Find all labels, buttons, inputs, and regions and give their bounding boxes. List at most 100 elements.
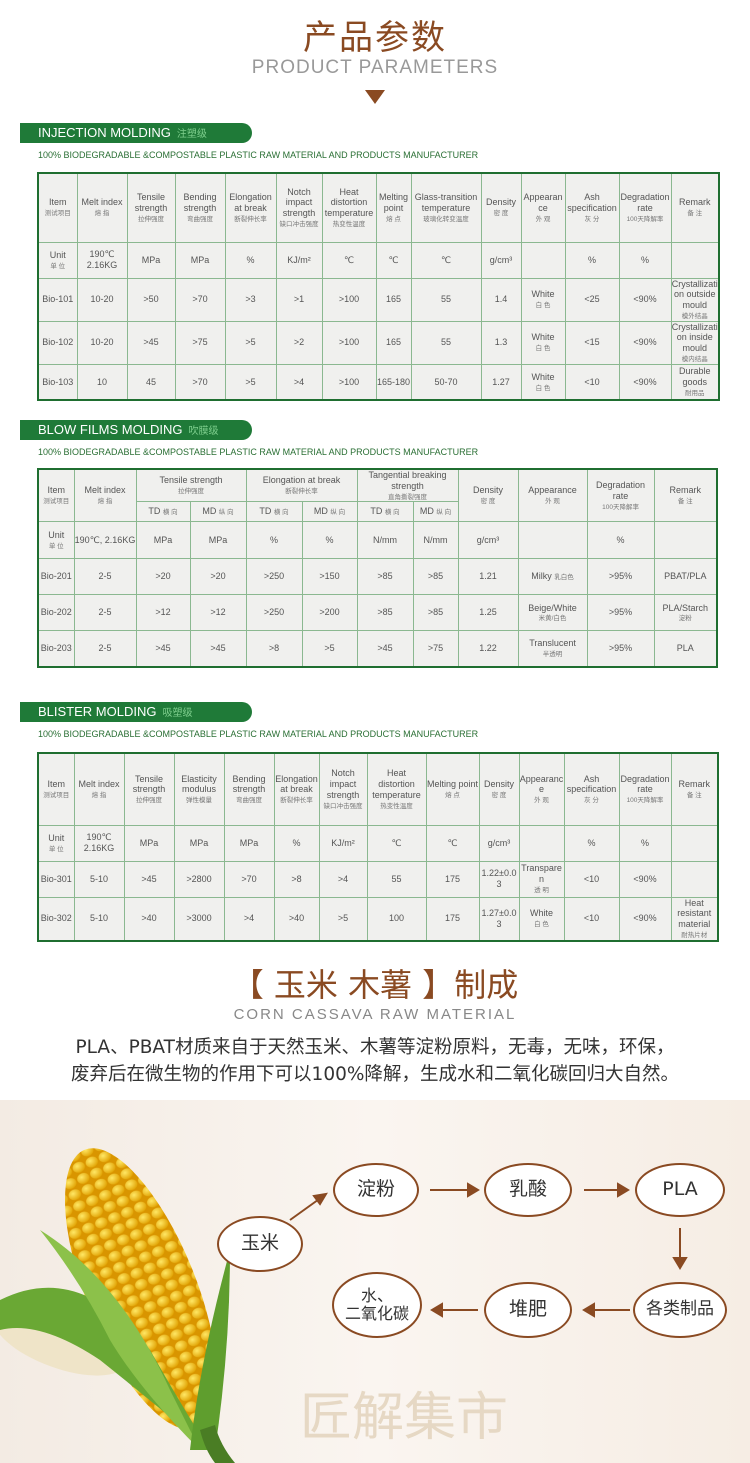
- table-row: Bio-203 2-5 >45 >45 >8 >5 >45 >75 1.22 Translucen…: [37, 630, 718, 668]
- table-cell: White 白 色: [518, 896, 565, 942]
- section-title-cn: 吹膜级: [188, 426, 219, 437]
- table-cell: >2800: [173, 860, 225, 898]
- cell-text: %: [587, 837, 596, 848]
- blister-molding-table: Item 测试项目 Melt index 熔 指 Tensile strength 拉伸强…: [37, 752, 719, 942]
- table-cell: 190℃, 2.16KG: [73, 521, 137, 560]
- column-header: Item 测试项目: [37, 468, 75, 523]
- table-cell: Bio-101: [37, 277, 78, 322]
- cell-text-cn: 拉伸强度: [138, 215, 164, 223]
- cell-text: >4: [293, 376, 305, 387]
- column-subheader: MD 纵 向: [189, 501, 247, 523]
- table-cell: Translucent 半透明: [517, 630, 588, 668]
- table-cell: 10-20: [76, 320, 128, 365]
- cell-text: White: [531, 371, 555, 382]
- cell-text: Item: [47, 485, 65, 496]
- page-title: 产品参数: [303, 18, 447, 58]
- cell-text: Appearance: [523, 192, 563, 213]
- table-cell: Unit 单 位: [37, 241, 78, 279]
- column-header: Heat distortion temperature 热变性温度: [321, 172, 377, 243]
- cell-text: Heat distortion temperature: [324, 186, 374, 219]
- cell-text: MPa: [239, 837, 259, 848]
- cell-text: Degradation rate: [620, 773, 670, 795]
- cell-text: Heat resistant material: [677, 897, 712, 930]
- cell-text: Density: [473, 485, 504, 496]
- table-cell: >4: [275, 363, 323, 401]
- cell-text-cn: 热变性温度: [332, 221, 366, 229]
- cell-text: %: [640, 254, 649, 265]
- cell-text-cn: 熔 点: [445, 791, 460, 799]
- table-cell: %: [224, 241, 277, 279]
- cell-text: >4: [337, 873, 349, 884]
- table-cell: Bio-103: [37, 363, 78, 401]
- cell-text: MD: [313, 506, 328, 517]
- table-cell: %: [273, 824, 320, 862]
- cell-text: PLA/Starch: [662, 602, 709, 613]
- cell-text: MPa: [153, 534, 173, 545]
- table-row: Bio-102 10-20 >45 >75 >5 >2 >100 165 55 1.3 White 白…: [37, 320, 720, 365]
- cell-text: >12: [210, 607, 226, 618]
- table-cell: MPa: [173, 824, 225, 862]
- cell-text: KJ/m²: [331, 837, 355, 848]
- cell-text: Elasticity modulus: [181, 773, 217, 795]
- corn-illustration: 匠解集市: [0, 1148, 688, 1463]
- table-cell: MPa: [135, 521, 191, 560]
- table-cell: 55: [410, 320, 482, 365]
- cell-text: >75: [427, 643, 444, 654]
- flow-node-products: 各类制品: [633, 1282, 727, 1338]
- header-row: Item 测试项目 Melt index 熔 指 Tensile strength 拉伸强…: [37, 172, 720, 243]
- table-cell: >75: [174, 320, 226, 365]
- cell-text: >3: [245, 294, 256, 305]
- cell-text: ℃: [440, 254, 452, 265]
- cell-text: White: [531, 289, 555, 300]
- table-cell: >100: [321, 277, 377, 322]
- cell-text: %: [292, 837, 301, 848]
- table-cell: 5-10: [73, 860, 125, 898]
- column-header: Ash specification 灰 分: [564, 172, 620, 243]
- cell-text: >20: [155, 571, 171, 582]
- table-cell: 55: [410, 277, 482, 322]
- cell-text-cn: 100天降解率: [626, 797, 664, 805]
- cell-text-cn: 单 位: [48, 845, 64, 853]
- column-header: Bending strength 弯曲强度: [174, 172, 226, 243]
- cell-text: >100: [338, 294, 360, 305]
- cell-text: TD: [148, 506, 161, 517]
- table-cell: 50-70: [410, 363, 482, 401]
- column-header: Melting point 熔 点: [375, 172, 412, 243]
- cell-text: Remark: [678, 197, 711, 208]
- cell-text: Degradation rate: [620, 192, 670, 213]
- cell-text: %: [325, 534, 334, 545]
- cell-text: 10: [96, 376, 107, 387]
- table-cell: MPa: [126, 241, 176, 279]
- cell-text: Bio-202: [40, 607, 72, 618]
- cell-text: 190℃ 2.16KG: [86, 249, 118, 270]
- cell-text: %: [616, 534, 625, 545]
- cell-text-cn: 淀粉: [678, 615, 692, 623]
- page-subtitle: PRODUCT PARAMETERS: [251, 57, 499, 78]
- cell-text: ℃: [388, 254, 399, 265]
- cell-text: >50: [143, 294, 159, 305]
- column-header: Notch impact strength 缺口冲击强度: [275, 172, 323, 243]
- table-cell: N/mm: [412, 521, 459, 560]
- table-cell: [670, 860, 719, 898]
- column-header: Elongation at break 断裂伸长率: [224, 172, 277, 243]
- cell-text: >100: [338, 337, 360, 348]
- table-cell: >4: [223, 896, 275, 942]
- table-cell: >50: [126, 277, 176, 322]
- column-header: Density 密 度: [480, 172, 522, 243]
- cell-text: ℃: [391, 837, 402, 848]
- table-cell: %: [564, 241, 620, 279]
- cell-text: Melt index: [78, 778, 120, 789]
- table-cell: 5-10: [73, 896, 125, 942]
- cell-text: >5: [245, 337, 256, 348]
- column-subheader: MD 纵 向: [301, 501, 358, 523]
- table-cell: 1.27±0.03: [478, 896, 520, 942]
- column-header: Melt index 熔 指: [73, 468, 137, 523]
- cell-text: 100: [388, 913, 405, 924]
- column-header: Tangential breaking strength 直角撕裂强度: [356, 468, 459, 503]
- table-cell: >70: [223, 860, 275, 898]
- table-cell: 165-180: [375, 363, 412, 401]
- section-title: INJECTION MOLDING: [38, 125, 171, 140]
- table-cell: 45: [126, 363, 176, 401]
- table-cell: ℃: [410, 241, 482, 279]
- cell-text: >2: [293, 337, 305, 348]
